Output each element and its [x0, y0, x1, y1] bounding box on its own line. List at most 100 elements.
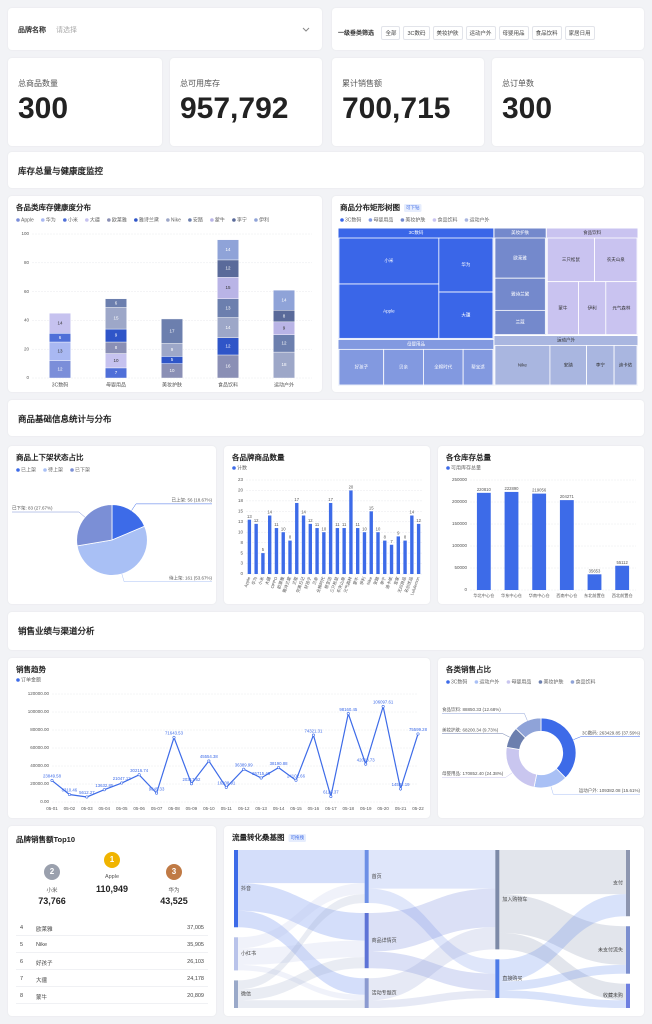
x-tick-label: 蒙牛: [351, 576, 360, 586]
brand-sales: 37,005: [187, 925, 204, 931]
sankey-link: [238, 1000, 365, 1008]
rank-row: 7 大疆 24,178: [16, 971, 208, 987]
filter-chip[interactable]: 美妆护肤: [432, 26, 463, 40]
data-label: 9845.33: [149, 786, 165, 791]
data-label: 35653: [589, 568, 601, 573]
chart-title: 商品上下架状态占比: [16, 452, 84, 462]
bar-segment: [273, 289, 295, 311]
rank-row: 5 Nike 35,905: [16, 937, 208, 953]
legend-marker: [16, 468, 20, 472]
data-label: 17: [328, 497, 333, 502]
section-header: 销售业绩与渠道分析: [8, 612, 644, 650]
filter-chip[interactable]: 3C数码: [403, 26, 430, 40]
cell-label: 伊利: [588, 304, 597, 311]
brand-sales: 43,525: [160, 896, 188, 906]
data-label: 220810: [477, 487, 492, 492]
x-tick-label: 05-01: [46, 806, 58, 811]
y-tick-label: 200000: [452, 499, 468, 504]
data-label: 17: [169, 328, 175, 333]
x-tick-label: 05-07: [151, 806, 163, 811]
node-label: 收藏未购: [603, 992, 623, 999]
node-label: 活动专题页: [372, 989, 397, 996]
legend-label: 欧莱雅: [112, 216, 127, 223]
bar-segment: [49, 312, 71, 334]
legend-label: 华为: [46, 216, 56, 223]
data-label: 7: [115, 370, 118, 375]
x-tick-label: 05-02: [64, 806, 76, 811]
bar: [376, 532, 380, 574]
leader-line: [442, 713, 528, 721]
x-tick-label: 05-04: [99, 806, 111, 811]
data-label: 12: [416, 518, 421, 523]
point: [207, 759, 211, 763]
point: [294, 778, 298, 782]
leader-line: [442, 733, 510, 738]
x-tick-label: Nike: [366, 575, 374, 585]
rank-row: 6 好孩子 26,103: [16, 954, 208, 970]
data-label: 36389.99: [235, 762, 254, 767]
treemap-cell: [494, 345, 551, 386]
bar-segment: [105, 298, 127, 308]
legend-marker: [432, 218, 437, 222]
legend-label: 可用库存总量: [451, 464, 481, 471]
x-tick-label: 兰蔻: [290, 576, 299, 586]
bar: [268, 515, 272, 574]
node-label: 加入购物车: [502, 896, 527, 903]
dropdown-arrow[interactable]: [302, 27, 310, 33]
sankey-link: [368, 850, 496, 889]
filter-chip[interactable]: 运动户外: [465, 26, 496, 40]
filter-chip[interactable]: 食品饮料: [531, 26, 562, 40]
chart-title: 销售趋势: [16, 664, 46, 674]
rank: 4: [20, 925, 24, 931]
y-tick-label: 150000: [452, 521, 468, 526]
legend-marker: [400, 218, 405, 222]
y-tick-label: 20: [238, 488, 244, 493]
group-label: 运动户外: [557, 337, 575, 344]
section-header: 库存总量与健康度监控: [8, 152, 644, 188]
leader-line: [550, 786, 640, 795]
bar: [254, 523, 258, 574]
chart-subtitle: 可下钻: [406, 204, 420, 211]
data-label: 20317.62: [182, 777, 201, 782]
data-label: 3C数码: 263429.85 (37.59%): [582, 729, 641, 736]
data-label: 7: [390, 539, 393, 544]
legend-label: 3C数码: [451, 678, 467, 685]
data-label: 8310.46: [62, 788, 78, 793]
data-label: 45554.38: [200, 754, 219, 759]
select-placeholder[interactable]: 请选择: [56, 27, 77, 34]
x-tick-label: 小米: [256, 575, 266, 586]
node-label: 直接购买: [502, 975, 522, 982]
sankey-node: [626, 926, 630, 974]
cell-label: 华为: [461, 261, 470, 268]
x-tick-label: 05-14: [273, 806, 285, 811]
x-tick-label: 05-12: [238, 806, 250, 811]
x-tick-label: 李宁: [378, 576, 387, 586]
legend-marker: [16, 218, 20, 222]
section-title: 销售业绩与渠道分析: [18, 626, 95, 636]
x-tick-label: 西南中心仓: [556, 592, 578, 599]
point: [85, 795, 89, 799]
filter-chip[interactable]: 母婴用品: [498, 26, 529, 40]
x-tick-label: 05-10: [203, 806, 215, 811]
x-tick-label: 欧莱雅: [275, 576, 286, 590]
data-label: 24102.66: [287, 773, 306, 778]
node-label: 抖音: [241, 885, 251, 892]
filter-chip[interactable]: 家居日用: [564, 26, 595, 40]
point: [242, 767, 246, 771]
chart-title: 商品分布矩形树图: [340, 202, 400, 212]
slice: [76, 504, 113, 547]
y-tick-label: 120000.00: [28, 691, 50, 696]
x-tick-label: 运动户外: [274, 381, 294, 388]
data-label: 15: [369, 505, 374, 510]
x-tick-label: 华南中心仓: [529, 592, 551, 599]
legend-label: 安踏: [193, 216, 203, 223]
filter-chip[interactable]: 全部: [381, 26, 401, 40]
x-tick-label: 05-03: [81, 806, 93, 811]
cell-label: 迪卡侬: [619, 361, 633, 368]
data-label: 10: [362, 526, 367, 531]
y-tick-label: 8: [240, 540, 243, 545]
bar: [476, 492, 491, 590]
data-label: 11: [274, 522, 279, 527]
legend-label: 母婴用品: [511, 679, 531, 685]
